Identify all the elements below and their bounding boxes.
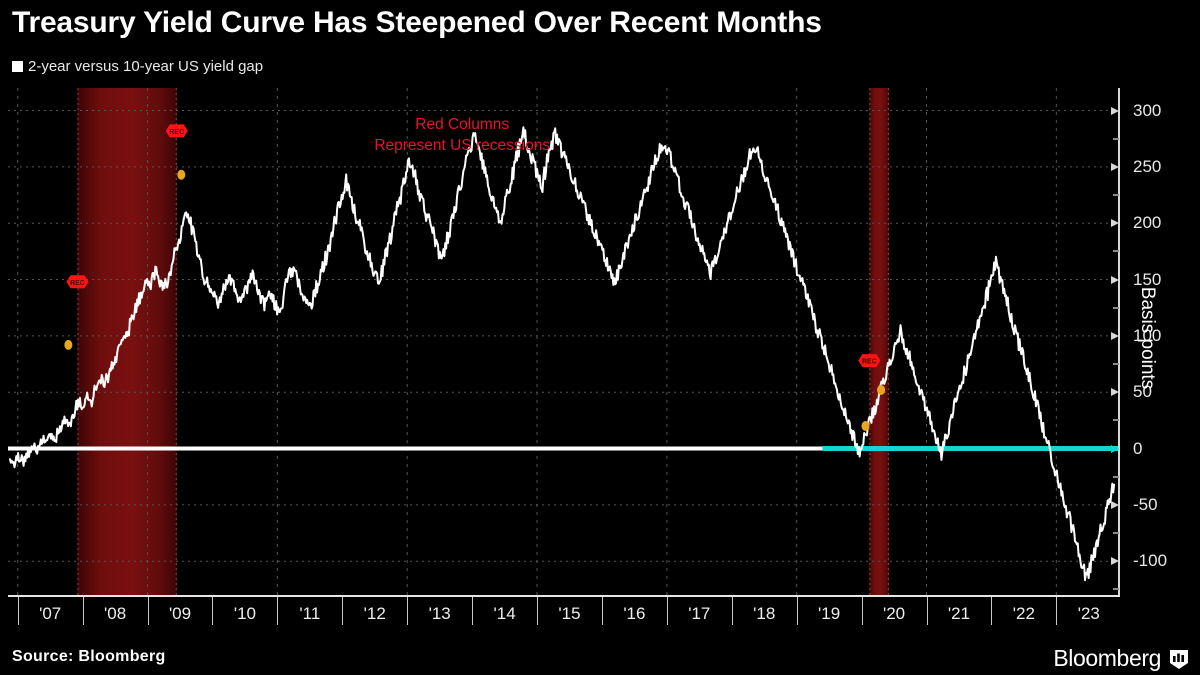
x-tick-label: '07 — [39, 604, 62, 623]
svg-text:REC: REC — [70, 280, 85, 287]
recession-marker: REC — [165, 124, 188, 138]
recession-annotation-line2: Represent US recessions — [374, 136, 551, 154]
recession-marker: REC — [66, 275, 89, 289]
x-tick-label: '09 — [168, 604, 192, 623]
chart-canvas: REC REC REC — [8, 88, 1118, 595]
y-tick-label: 200 — [1133, 213, 1162, 233]
y-tick-minor — [1113, 363, 1119, 366]
source-label: Source: Bloomberg — [12, 648, 166, 665]
y-tick-minor — [1113, 137, 1119, 140]
x-tick-separator — [147, 597, 149, 625]
bloomberg-logo-icon — [1170, 649, 1188, 669]
x-tick-separator — [277, 597, 279, 625]
x-tick-label: '23 — [1077, 604, 1100, 623]
x-tick-label: '18 — [753, 604, 776, 623]
legend-swatch-icon — [12, 61, 23, 72]
x-tick-label: '11 — [299, 604, 321, 623]
x-tick-separator — [861, 597, 863, 625]
x-axis-line — [8, 595, 1120, 597]
x-tick-label: '08 — [104, 604, 127, 623]
x-tick-separator — [537, 597, 539, 625]
y-tick-minor — [1113, 532, 1119, 535]
x-tick-label: '10 — [233, 604, 256, 623]
x-tick-separator — [212, 597, 214, 625]
y-tick-label: -100 — [1133, 551, 1168, 571]
x-tick-separator — [731, 597, 733, 625]
x-tick-separator — [342, 597, 344, 625]
x-tick-label: '22 — [1012, 604, 1035, 623]
page-title: Treasury Yield Curve Has Steepened Over … — [12, 6, 822, 39]
y-tick-arrow — [1111, 557, 1119, 566]
y-tick-minor — [1113, 250, 1119, 253]
y-axis-title: Basis points — [1136, 286, 1158, 389]
x-tick-label: '19 — [818, 604, 841, 623]
x-tick-separator — [472, 597, 474, 625]
y-tick-minor — [1113, 419, 1119, 422]
legend: 2-year versus 10-year US yield gap — [12, 58, 263, 75]
recession-annotation: Red Columns Represent US recessions — [297, 114, 627, 156]
y-tick-label: 50 — [1133, 382, 1152, 402]
y-tick-arrow — [1111, 444, 1119, 453]
y-tick-label: -50 — [1133, 494, 1158, 514]
x-tick-separator — [1056, 597, 1058, 625]
recession-band — [869, 88, 889, 595]
x-tick-separator — [407, 597, 409, 625]
y-tick-arrow — [1111, 162, 1119, 171]
x-tick-separator — [796, 597, 798, 625]
y-tick-minor — [1113, 475, 1119, 478]
x-tick-label: '21 — [947, 604, 971, 623]
y-tick-arrow — [1111, 275, 1119, 284]
y-tick-label: 150 — [1133, 269, 1162, 289]
data-point-marker — [861, 421, 870, 431]
recession-band — [77, 88, 177, 595]
y-tick-arrow — [1111, 500, 1119, 509]
y-tick-minor — [1113, 194, 1119, 197]
x-tick-separator — [82, 597, 84, 625]
x-tick-separator — [926, 597, 928, 625]
y-tick-minor — [1113, 306, 1119, 309]
svg-text:REC: REC — [169, 129, 184, 136]
brand-text: Bloomberg — [1053, 645, 1161, 671]
data-point-marker — [877, 384, 886, 395]
recession-annotation-line1: Red Columns — [415, 115, 510, 133]
legend-label: 2-year versus 10-year US yield gap — [28, 58, 264, 75]
x-tick-separator — [17, 597, 19, 625]
series-line — [8, 126, 1116, 582]
x-tick-label: '12 — [363, 604, 386, 623]
bloomberg-brand: Bloomberg — [1053, 645, 1190, 672]
y-tick-arrow — [1111, 388, 1119, 397]
y-tick-arrow — [1111, 331, 1119, 340]
x-tick-label: '15 — [558, 604, 581, 623]
data-point-marker — [177, 169, 186, 180]
x-tick-label: '16 — [623, 604, 646, 623]
y-axis-line — [1118, 88, 1120, 595]
y-tick-label: 0 — [1133, 438, 1143, 458]
x-tick-label: '17 — [688, 604, 711, 623]
y-tick-arrow — [1111, 219, 1119, 228]
x-tick-separator — [666, 597, 668, 625]
y-tick-arrow — [1111, 106, 1119, 115]
y-tick-label: 300 — [1133, 100, 1162, 120]
data-point-marker — [64, 339, 73, 350]
y-tick-minor — [1113, 588, 1119, 591]
y-tick-label: 250 — [1133, 156, 1162, 176]
x-tick-label: '13 — [428, 604, 451, 623]
svg-text:REC: REC — [862, 359, 877, 366]
y-tick-label: 100 — [1133, 325, 1162, 345]
recession-marker: REC — [858, 354, 881, 368]
x-tick-separator — [601, 597, 603, 625]
x-tick-separator — [991, 597, 993, 625]
plot-area: REC REC REC — [8, 88, 1118, 595]
x-tick-label: '14 — [493, 604, 516, 623]
x-tick-label: '20 — [882, 604, 906, 623]
